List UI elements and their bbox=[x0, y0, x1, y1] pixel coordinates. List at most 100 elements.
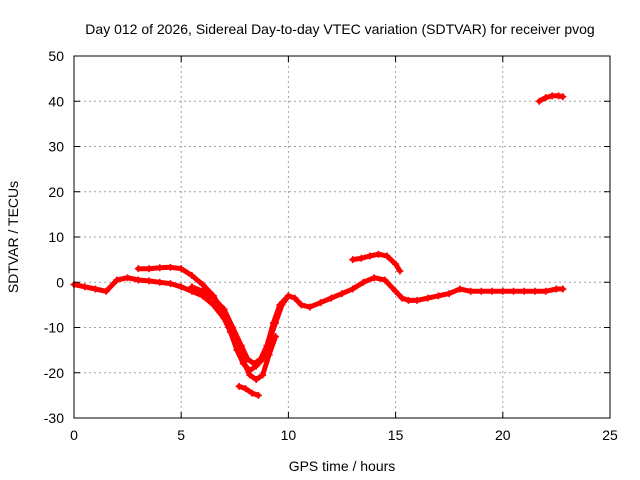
data-point bbox=[413, 296, 421, 304]
data-point bbox=[404, 296, 412, 304]
x-axis-title: GPS time / hours bbox=[289, 458, 396, 474]
data-point bbox=[257, 355, 265, 363]
data-point bbox=[291, 294, 299, 302]
data-point bbox=[374, 250, 382, 258]
data-point bbox=[327, 294, 335, 302]
data-point bbox=[113, 276, 121, 284]
data-point bbox=[272, 333, 280, 341]
data-point bbox=[398, 294, 406, 302]
data-point bbox=[510, 287, 518, 295]
data-point bbox=[254, 391, 262, 399]
data-point bbox=[263, 342, 271, 350]
data-point bbox=[220, 305, 228, 313]
data-point bbox=[370, 274, 378, 282]
data-point bbox=[81, 283, 89, 291]
data-point bbox=[259, 371, 267, 379]
data-point bbox=[134, 276, 142, 284]
y-tick-label: -10 bbox=[44, 320, 64, 336]
data-point bbox=[467, 287, 475, 295]
data-point bbox=[552, 285, 560, 293]
y-tick-label: 20 bbox=[48, 184, 64, 200]
data-point bbox=[265, 351, 273, 359]
data-point bbox=[199, 287, 207, 295]
data-point bbox=[177, 265, 185, 273]
data-points bbox=[70, 92, 567, 399]
data-point bbox=[542, 287, 550, 295]
y-tick-label: -20 bbox=[44, 365, 64, 381]
data-point bbox=[366, 252, 374, 260]
data-point bbox=[445, 290, 453, 298]
x-tick-label: 10 bbox=[281, 427, 297, 443]
grid bbox=[74, 56, 610, 418]
y-axis-title: SDTVAR / TECUs bbox=[5, 181, 21, 293]
data-point bbox=[535, 97, 543, 105]
data-point bbox=[188, 283, 196, 291]
data-point bbox=[456, 285, 464, 293]
y-tick-label: 50 bbox=[48, 48, 64, 64]
x-tick-label: 15 bbox=[388, 427, 404, 443]
data-point bbox=[488, 287, 496, 295]
data-point bbox=[559, 285, 567, 293]
series-track-d bbox=[235, 382, 262, 399]
y-tick-label: -30 bbox=[44, 410, 64, 426]
data-point bbox=[145, 277, 153, 285]
data-point bbox=[338, 290, 346, 298]
data-point bbox=[124, 274, 132, 282]
data-point bbox=[383, 252, 391, 260]
data-point bbox=[209, 294, 217, 302]
data-point bbox=[242, 385, 250, 393]
series-band bbox=[236, 383, 261, 398]
data-point bbox=[239, 357, 247, 365]
y-tick-label: 0 bbox=[56, 274, 64, 290]
data-point bbox=[269, 319, 277, 327]
data-point bbox=[434, 292, 442, 300]
data-point bbox=[317, 299, 325, 307]
data-point bbox=[499, 287, 507, 295]
chart-title: Day 012 of 2026, Sidereal Day-to-day VTE… bbox=[85, 21, 594, 37]
data-point bbox=[306, 303, 314, 311]
data-point bbox=[555, 92, 563, 100]
data-point bbox=[235, 382, 243, 390]
data-point bbox=[359, 278, 367, 286]
series-track-a bbox=[70, 274, 567, 374]
data-point bbox=[548, 92, 556, 100]
data-point bbox=[248, 389, 256, 397]
data-point bbox=[357, 254, 365, 262]
x-tick-label: 25 bbox=[602, 427, 618, 443]
data-point bbox=[392, 287, 400, 295]
data-point bbox=[276, 301, 284, 309]
data-point bbox=[229, 324, 237, 331]
data-point bbox=[381, 276, 389, 284]
data-point bbox=[520, 287, 528, 295]
data-point bbox=[559, 93, 567, 101]
x-tick-label: 20 bbox=[495, 427, 511, 443]
y-tick-label: 40 bbox=[48, 93, 64, 109]
data-point bbox=[134, 265, 142, 273]
x-tick-label: 0 bbox=[70, 427, 78, 443]
data-point bbox=[542, 94, 550, 102]
data-point bbox=[250, 360, 258, 368]
data-point bbox=[284, 292, 292, 300]
data-point bbox=[156, 278, 164, 286]
axis-ticks: 0 5 10 15 20 25 -30 -20 -10 0 10 20 30 40 50 bbox=[44, 48, 618, 443]
data-point bbox=[91, 285, 99, 293]
data-point bbox=[199, 281, 207, 289]
data-point bbox=[297, 301, 305, 309]
data-point bbox=[102, 287, 110, 295]
data-point bbox=[396, 267, 404, 275]
data-point bbox=[209, 301, 217, 309]
series-band bbox=[350, 251, 403, 274]
data-point bbox=[349, 285, 357, 293]
data-point bbox=[477, 287, 485, 295]
data-point bbox=[531, 287, 539, 295]
data-point bbox=[392, 260, 400, 268]
series-track-f bbox=[535, 92, 567, 105]
data-point bbox=[349, 256, 357, 264]
x-tick-label: 5 bbox=[177, 427, 185, 443]
y-tick-label: 10 bbox=[48, 229, 64, 245]
data-point bbox=[145, 265, 153, 273]
data-point bbox=[237, 342, 245, 350]
data-point bbox=[244, 355, 252, 363]
